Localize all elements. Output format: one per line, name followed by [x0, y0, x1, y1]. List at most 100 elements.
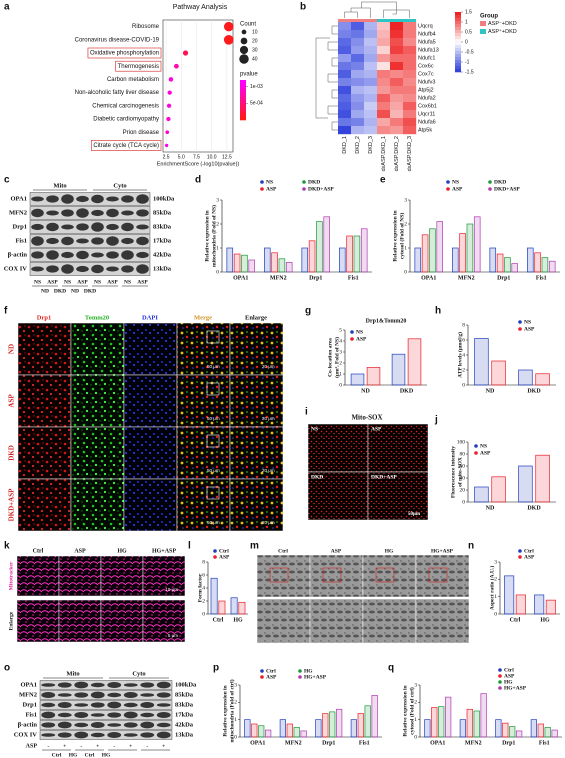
- legend-label: Ctrl: [504, 667, 514, 673]
- scale-label: 50 μm: [207, 468, 220, 473]
- heat-cell: [364, 54, 378, 63]
- heat-cell: [403, 118, 417, 127]
- x-tick-label: 7.5: [193, 154, 200, 160]
- y-tick-label: 2: [202, 598, 205, 604]
- dot: [167, 90, 172, 95]
- bar: [346, 235, 353, 273]
- x-tick-label: ND: [486, 388, 495, 394]
- row-label: Ndufa13: [418, 47, 439, 53]
- bar: [210, 577, 218, 615]
- bar: [391, 353, 406, 386]
- blot-band: [140, 712, 155, 718]
- blot-band: [107, 732, 122, 738]
- micrograph: [415, 554, 470, 598]
- column-label: dxASP.DKD_3: [407, 136, 413, 171]
- blot-band: [46, 222, 59, 232]
- bar: [322, 713, 329, 738]
- image-row-label: DKD+ASP: [8, 488, 16, 521]
- column-label: dxASP.DKD_2: [394, 136, 400, 171]
- bar: [265, 729, 272, 738]
- blot-band: [57, 693, 72, 697]
- size-key: [241, 29, 247, 35]
- legend-marker: [350, 330, 354, 334]
- protein-label: β-actin: [18, 721, 38, 728]
- colorbar-step: [455, 66, 461, 70]
- legend-label: NS: [524, 319, 531, 325]
- bar: [424, 719, 431, 738]
- heat-cell: [377, 126, 391, 135]
- lane-label: -: [113, 743, 115, 749]
- blot-strip: [39, 710, 173, 720]
- blot-band: [121, 222, 134, 232]
- bar: [244, 719, 251, 738]
- colorbar-step: [455, 54, 461, 58]
- protein-label: COX IV: [14, 731, 38, 738]
- blot-band: [90, 682, 105, 688]
- bar: [431, 707, 438, 738]
- legend-label: DKD: [308, 179, 320, 185]
- legend-label: DKD+ASP: [308, 186, 334, 192]
- bar: [518, 465, 533, 503]
- size-key: [239, 45, 249, 55]
- panel-letter: p: [213, 663, 219, 674]
- heat-cell: [338, 110, 352, 119]
- x-tick-label: ND: [486, 505, 495, 511]
- legend-label: ASP: [524, 554, 535, 560]
- heat-cell: [364, 22, 378, 31]
- row-label: Ndufa6: [418, 119, 436, 125]
- group-label: HG: [69, 752, 78, 758]
- panel-letter: k: [4, 541, 10, 552]
- x-tick-label: HG: [540, 617, 550, 623]
- row-label: Atp5j2: [418, 87, 434, 93]
- bar: [316, 221, 323, 273]
- lane-label: ASP: [77, 279, 88, 285]
- image-row-label: DKD: [8, 445, 16, 461]
- bar: [551, 729, 558, 738]
- heat-cell: [390, 78, 404, 87]
- group-bar: [377, 19, 390, 22]
- category-label: Chemical carcinogenesis: [92, 103, 159, 109]
- group-key-label: ASP⁻+DKD: [488, 21, 517, 27]
- lane-label: +: [129, 743, 132, 749]
- heat-cell: [364, 94, 378, 103]
- y-tick-label: 3: [339, 349, 342, 355]
- heat-cell: [338, 38, 352, 47]
- legend-marker: [518, 555, 522, 559]
- y-tick-label: 3: [216, 197, 219, 203]
- y-axis-label: (μm², Fold of NS): [333, 337, 340, 378]
- blot-band: [31, 208, 44, 218]
- heat-cell: [390, 94, 404, 103]
- heat-cell: [364, 78, 378, 87]
- blot-strip: [29, 262, 151, 276]
- heat-cell: [364, 62, 378, 71]
- micrograph: [142, 555, 186, 597]
- legend-marker: [474, 451, 478, 455]
- scale-label: 50 μm: [207, 416, 220, 421]
- bar: [445, 696, 452, 738]
- blot-band: [90, 732, 105, 738]
- x-tick-label: Fis1: [539, 740, 550, 746]
- bar: [545, 599, 556, 615]
- y-axis-label: Relative expression in: [204, 210, 210, 261]
- legend-label: ASP: [480, 450, 491, 456]
- image-column-label: ASP: [331, 548, 342, 554]
- lane-label: +: [96, 743, 99, 749]
- legend-label: ASP: [266, 674, 277, 680]
- blot-band: [90, 691, 105, 699]
- blot-band: [31, 251, 44, 259]
- colorbar-step: [240, 104, 246, 109]
- image-column-label: Ctrl: [33, 548, 44, 554]
- group-bar: [364, 19, 377, 22]
- blot-band: [31, 196, 44, 202]
- protein-label: Fis1: [25, 711, 37, 718]
- image-column-label: Drp1: [37, 314, 51, 321]
- bar: [353, 235, 361, 273]
- heat-cell: [390, 38, 404, 47]
- heat-cell: [390, 30, 404, 39]
- micrograph: [367, 471, 429, 521]
- heat-cell: [351, 46, 365, 55]
- blot-band: [61, 236, 74, 246]
- micrograph: [17, 426, 72, 480]
- heat-cell: [377, 38, 391, 47]
- size-label: 17kDa: [153, 237, 172, 244]
